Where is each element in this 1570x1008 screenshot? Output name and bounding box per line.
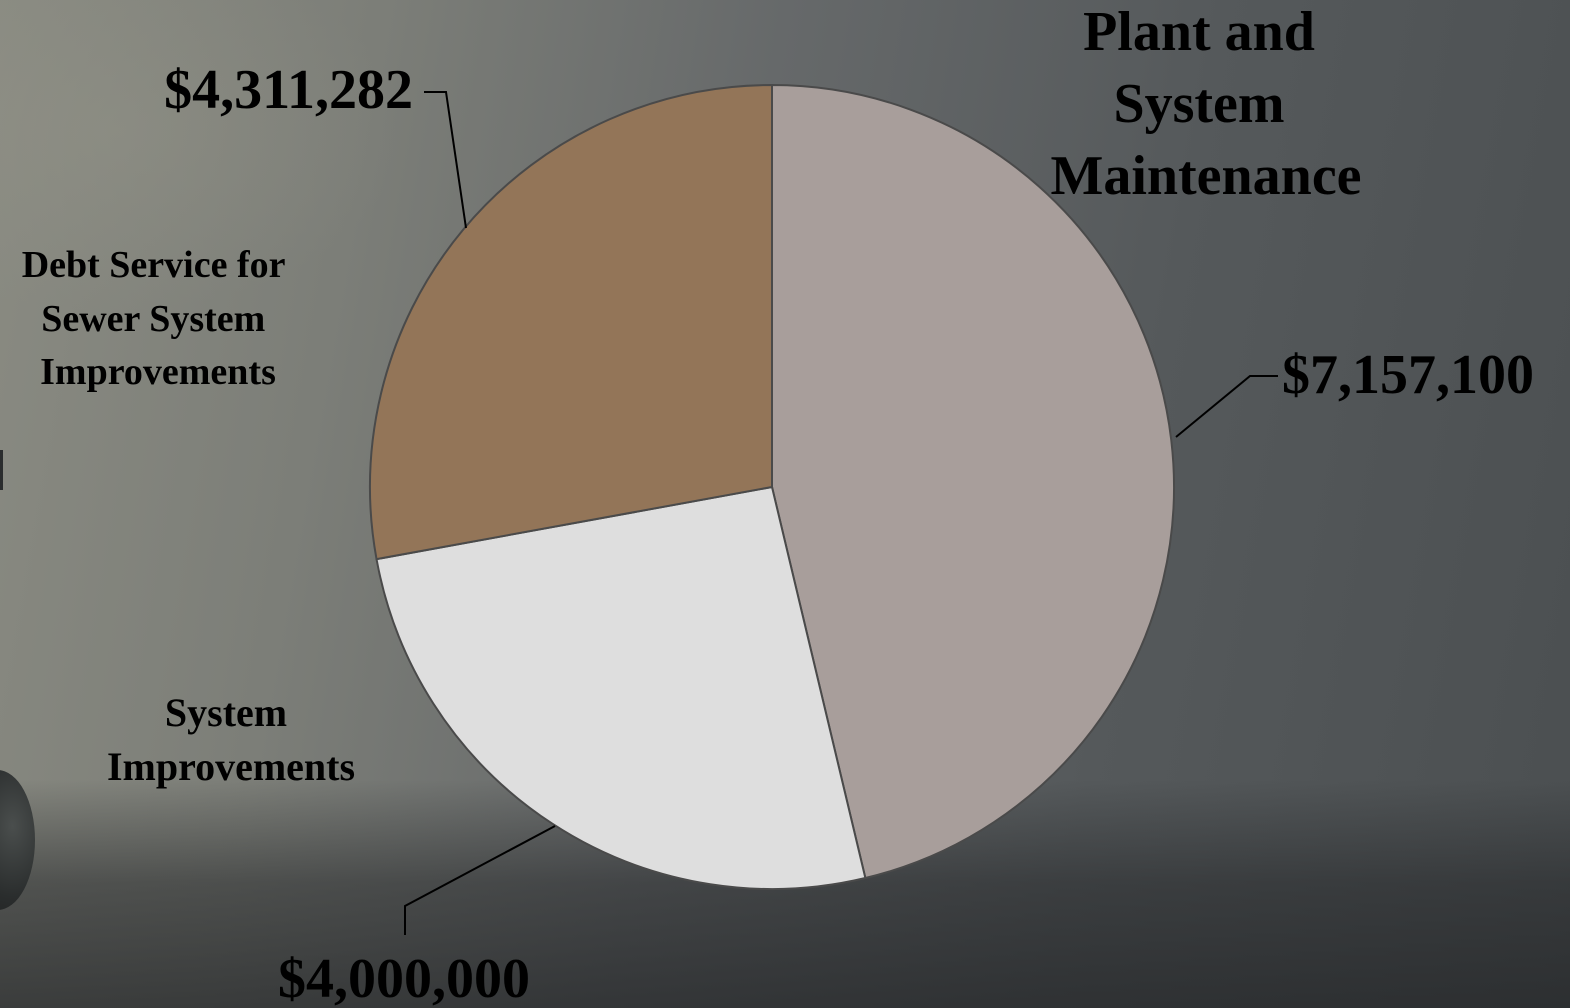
leader-line-plant-and-system-maintenance: [1175, 375, 1278, 438]
category-label-plant-and-system-maintenance: Plant and System Maintenance: [1050, 1, 1361, 207]
leader-line-system-improvements: [404, 825, 556, 935]
leader-line-debt-service: [424, 91, 467, 229]
value-label-system-improvements: $4,000,000: [278, 948, 530, 1008]
pie-slice-debt-service-for-sewer-system-improvements: [369, 84, 773, 561]
category-label-line: System: [1113, 73, 1284, 135]
category-label-line: System: [165, 690, 287, 735]
category-label-debt-service: Debt Service for Sewer System Improvemen…: [22, 244, 295, 393]
category-label-system-improvements: System Improvements: [107, 690, 355, 789]
pie-slices: [369, 84, 1176, 890]
pie-slice-plant-and-system-maintenance: [771, 84, 1176, 880]
value-label-plant-and-system-maintenance: $7,157,100: [1282, 344, 1534, 406]
pie-slice-system-improvements: [375, 486, 867, 890]
category-label-line: Maintenance: [1050, 145, 1361, 207]
category-label-line: Sewer System: [41, 298, 265, 340]
category-label-line: Improvements: [107, 744, 355, 789]
background-edge: [0, 450, 3, 490]
value-label-debt-service: $4,311,282: [164, 59, 413, 121]
leader-lines: [404, 91, 1278, 935]
category-label-line: Improvements: [40, 351, 276, 393]
category-label-line: Debt Service for: [22, 244, 286, 286]
category-label-line: Plant and: [1083, 1, 1315, 63]
